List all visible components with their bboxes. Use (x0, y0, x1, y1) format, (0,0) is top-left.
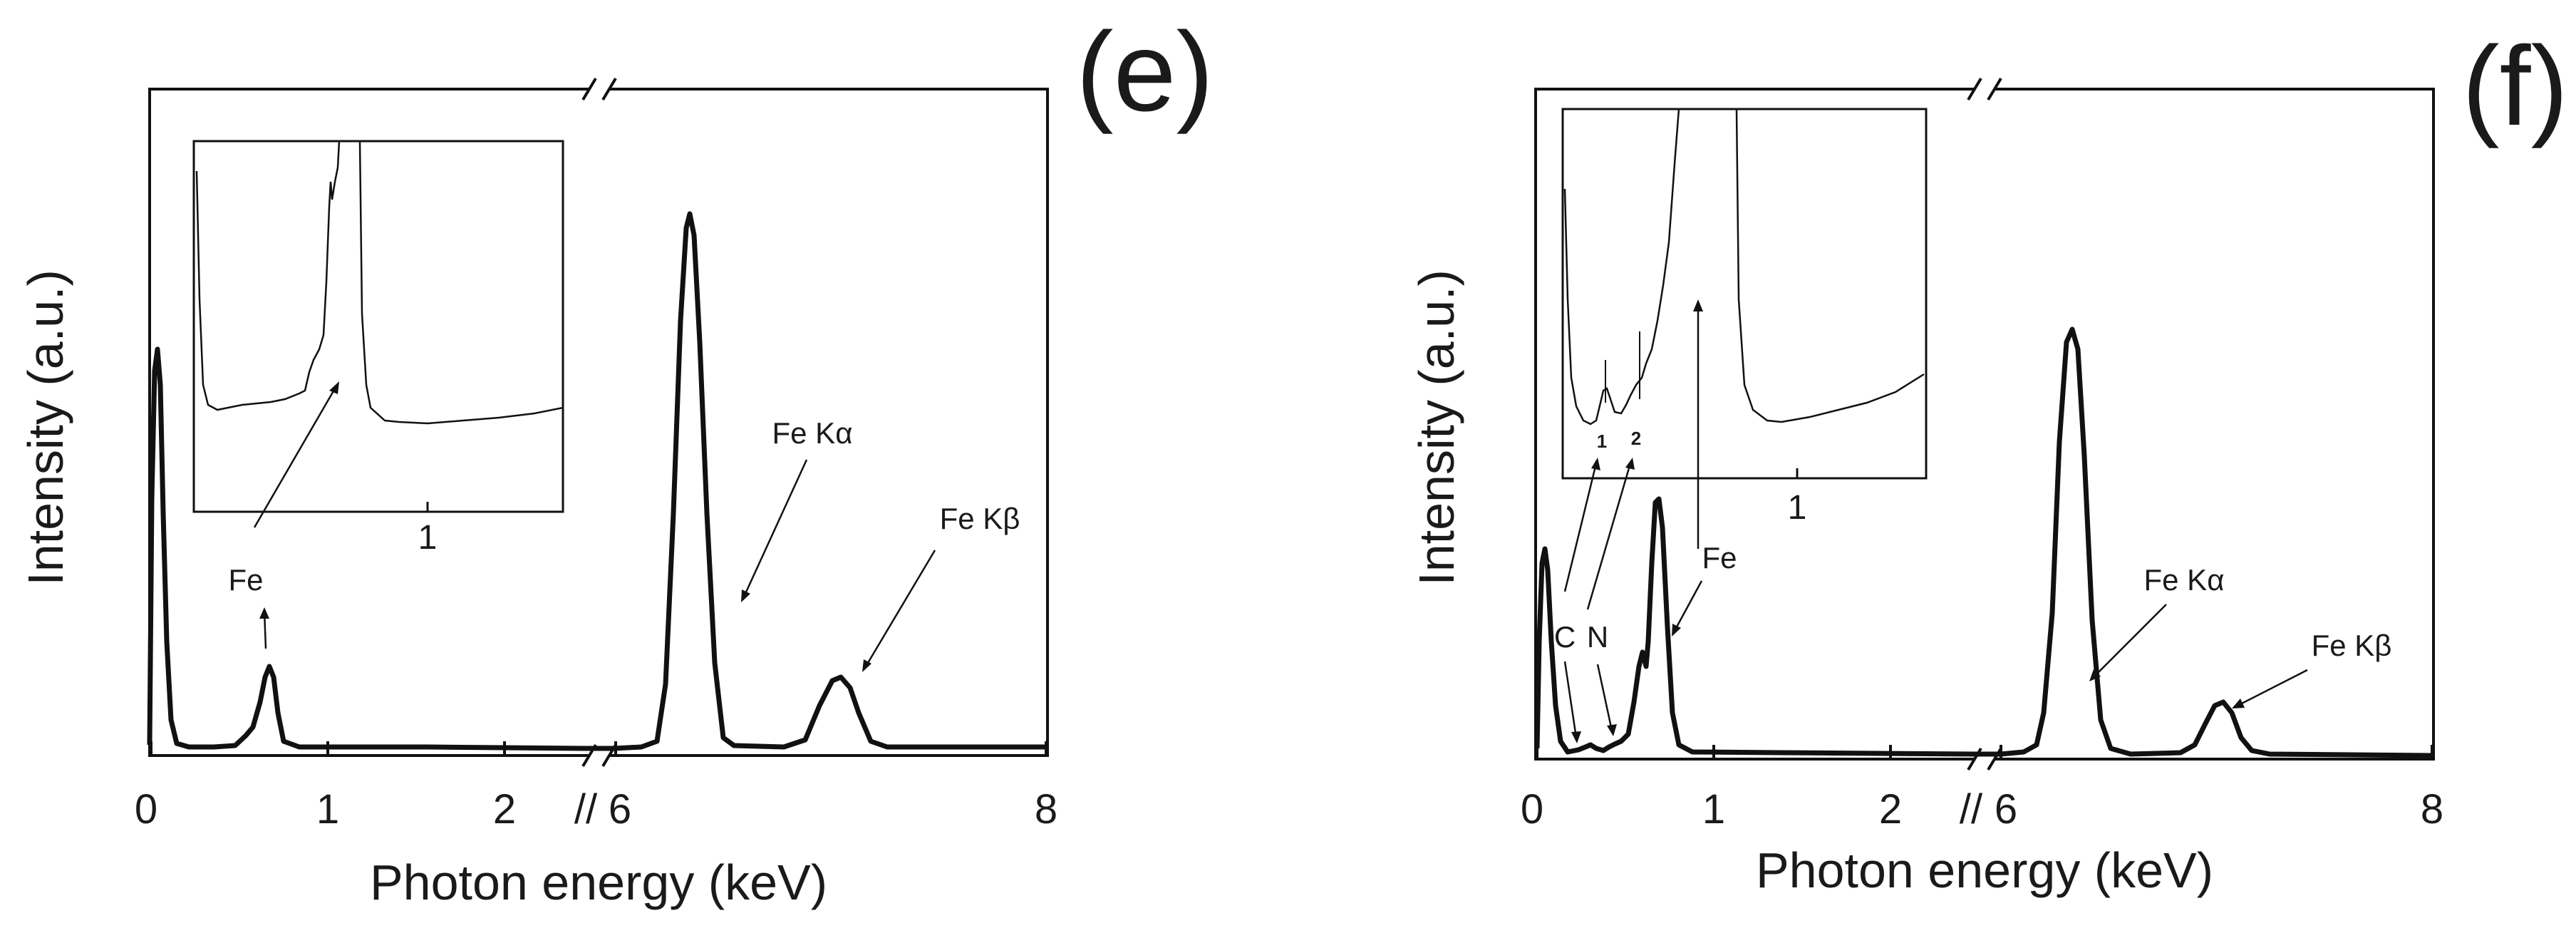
annotation-fe-kb-e: Fe Kβ (940, 502, 1020, 535)
x-tick-label-f-1: 1 (1702, 786, 1725, 833)
inset-e: 1 (192, 140, 564, 557)
inset-spectrum-f (1563, 108, 1925, 426)
x-tick-label-f-break: // (1960, 786, 1983, 833)
x-tick-label-f-0: 0 (1521, 786, 1543, 833)
inset-x-tick-label-e: 1 (418, 519, 438, 557)
spectrum-line-f (1534, 326, 2433, 758)
break-mark-top-e-2 (601, 77, 617, 101)
arrowhead-fe-ka-f (2089, 669, 2101, 681)
arrowhead-fe-inset-f (1693, 299, 1703, 311)
panel-e: 0 1 2 // 6 8 Photon energy (keV) Intensi… (18, 9, 1214, 910)
arrow-fe-ka-e (743, 459, 808, 596)
inset-frame-e (192, 140, 564, 513)
inset-frame-f (1561, 108, 1928, 480)
x-tick-label-e-1: 1 (316, 786, 339, 833)
panel-f: 0 1 2 // 6 8 Photon energy (keV) Intensi… (1409, 24, 2568, 898)
arrowhead-n-inset-f (1625, 458, 1635, 470)
break-mark-top-f-1 (1967, 77, 1982, 101)
arrowhead-inset-e (329, 381, 339, 394)
x-tick-label-e-2: 2 (493, 786, 516, 833)
annotation-fe-kb-f: Fe Kβ (2312, 629, 2392, 662)
arrow-c-f (1563, 661, 1578, 738)
x-tick-label-f-8: 8 (2421, 786, 2443, 833)
arrowhead-fe-kb-f (2232, 699, 2245, 708)
break-mark-top-f-2 (1987, 77, 2002, 101)
y-axis-title-f: Intensity (a.u.) (1409, 269, 1464, 586)
x-tick-label-e-6: 6 (609, 786, 631, 833)
arrowhead-c-inset-f (1591, 458, 1600, 470)
arrowhead-fe-f (1672, 624, 1681, 636)
arrowhead-fe-ka-e (741, 589, 750, 602)
arrowhead-c-f (1571, 731, 1581, 743)
y-axis-title-e: Intensity (a.u.) (18, 269, 73, 586)
arrow-inset-e (253, 384, 338, 528)
x-tick-label-e-8: 8 (1035, 786, 1057, 833)
arrow-fe-kb-f (2237, 669, 2308, 707)
arrow-n-f (1596, 664, 1613, 731)
inset-x-tick-label-f: 1 (1788, 489, 1807, 527)
annotation-fe-ka-e: Fe Kα (772, 416, 853, 450)
arrow-c-inset-f (1563, 463, 1598, 592)
inset-peak-label-2-f: 2 (1631, 428, 1641, 449)
annotation-fe-f: Fe (1702, 541, 1737, 574)
arrow-fe-ka-f (2093, 604, 2167, 678)
x-axis-title-f: Photon energy (keV) (1756, 842, 2213, 898)
arrowhead-n-f (1607, 724, 1617, 736)
arrowhead-fe-e (259, 607, 269, 619)
annotation-fe-ka-f: Fe Kα (2144, 563, 2225, 597)
annotation-c-f: C (1554, 620, 1576, 654)
inset-peak-label-1-f: 1 (1597, 431, 1607, 452)
arrow-n-inset-f (1586, 463, 1632, 610)
break-mark-top-e-1 (581, 77, 597, 101)
arrowhead-fe-kb-e (862, 659, 871, 672)
x-tick-label-f-6: 6 (1995, 786, 2017, 833)
arrow-fe-f (1673, 580, 1703, 632)
inset-spectrum-e (195, 140, 564, 425)
arrow-fe-kb-e (864, 550, 936, 667)
x-tick-label-e-0: 0 (135, 786, 157, 833)
x-axis-title-e: Photon energy (keV) (370, 855, 827, 910)
spectrum-line-e (147, 211, 1046, 751)
annotation-n-f: N (1587, 620, 1608, 654)
annotation-fe-e: Fe (228, 563, 263, 597)
panel-label-f: (f) (2462, 24, 2568, 149)
x-tick-label-e-break: // (574, 786, 598, 833)
panel-label-e: (e) (1076, 9, 1214, 135)
inset-f: 1 1 2 (1561, 108, 1928, 527)
x-tick-label-f-2: 2 (1879, 786, 1902, 833)
